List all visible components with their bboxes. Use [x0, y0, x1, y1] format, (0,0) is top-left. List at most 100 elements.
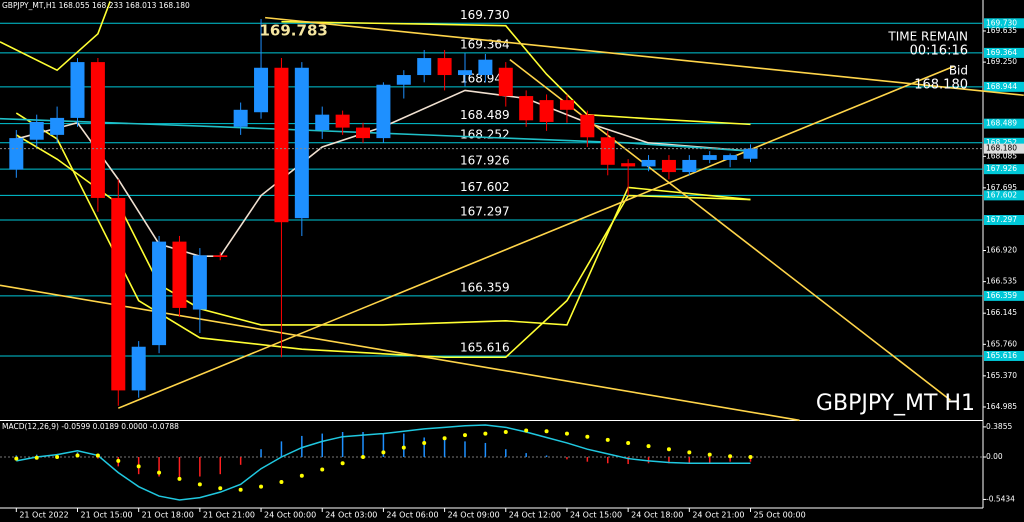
candle-body [661, 159, 676, 173]
signal-dot [75, 453, 80, 458]
signal-dot [666, 447, 671, 452]
level-label: 167.602 [460, 180, 510, 194]
signal-dot [34, 455, 39, 460]
macd-title: MACD(12,26,9) -0.0599 0.0189 0.0000 -0.0… [2, 422, 179, 431]
signal-dot [707, 452, 712, 457]
signal-dot [320, 467, 325, 472]
signal-dot [259, 484, 264, 489]
signal-dot [279, 479, 284, 484]
y-tick-label: 166.535 [986, 277, 1017, 286]
level-axis-label: 169.730 [986, 18, 1017, 27]
candle-body [641, 159, 656, 167]
time-remain: 00:16:16 [910, 44, 968, 59]
level-label: 165.616 [460, 340, 510, 354]
level-label: 167.297 [460, 205, 510, 219]
signal-dot [157, 470, 162, 475]
y-tick-label: -0.5434 [986, 494, 1015, 503]
chart-title: GBPJPY_MT,H1 168.055 168.233 168.013 168… [2, 1, 190, 10]
level-axis-box [984, 190, 1024, 201]
level-axis-label: 168.252 [986, 138, 1017, 147]
level-axis-label: 168.489 [986, 119, 1017, 128]
signal-dot [422, 440, 427, 445]
x-tick-label: 21 Oct 18:00 [142, 511, 194, 520]
indicator-line [265, 16, 1024, 97]
y-tick-label: 0.3855 [986, 422, 1012, 431]
level-axis-label: 167.926 [986, 164, 1017, 173]
indicator-line [15, 112, 751, 359]
y-tick-label: 167.695 [986, 183, 1017, 192]
y-tick-label: 164.985 [986, 402, 1017, 411]
indicator-line [0, 1, 111, 72]
signal-dot [646, 444, 651, 449]
candle-body [376, 84, 391, 139]
candle-body [233, 109, 248, 127]
level-label: 166.359 [460, 280, 510, 294]
candle-body [396, 75, 411, 85]
x-tick-label: 24 Oct 03:00 [325, 511, 377, 520]
time-remain-label: TIME REMAIN [887, 30, 968, 44]
candle-body [9, 138, 24, 170]
candle-body [70, 62, 85, 118]
signal-dot [626, 440, 631, 445]
indicator-line [16, 89, 751, 257]
signal-dot [14, 456, 19, 461]
signal-dot [238, 487, 243, 492]
signal-dot [605, 437, 610, 442]
candle-body [600, 137, 615, 165]
bid-axis-label: 168.180 [986, 144, 1017, 153]
x-tick-label: 24 Oct 18:00 [631, 511, 683, 520]
candle-body [498, 67, 513, 97]
signal-dot [218, 486, 223, 491]
level-label: 169.730 [460, 8, 510, 22]
bid-label: Bid [949, 64, 968, 78]
level-axis-box [984, 164, 1024, 175]
signal-dot [544, 429, 549, 434]
y-tick-label: 168.085 [986, 151, 1017, 160]
signal-dot [55, 455, 60, 460]
y-tick-label: 165.370 [986, 371, 1017, 380]
candle-body [213, 255, 228, 257]
signal-dot [585, 434, 590, 439]
candle-body [723, 155, 738, 160]
y-tick-label: 169.250 [986, 57, 1017, 66]
candle-body [29, 121, 44, 140]
x-tick-label: 21 Oct 2022 [19, 511, 68, 520]
x-tick-label: 24 Oct 12:00 [509, 511, 561, 520]
level-axis-box [984, 18, 1024, 29]
x-tick-label: 24 Oct 09:00 [448, 511, 500, 520]
level-axis-box [984, 118, 1024, 129]
indicator-line [0, 284, 800, 422]
level-axis-label: 169.364 [986, 48, 1017, 57]
signal-dot [401, 445, 406, 450]
candle-body [294, 67, 309, 219]
candle-body [702, 155, 717, 160]
y-tick-label: 0.00 [986, 452, 1003, 461]
candle-body [111, 197, 126, 391]
x-tick-label: 24 Oct 21:00 [692, 511, 744, 520]
watermark: GBPJPY_MT H1 [816, 391, 975, 416]
level-label: 168.944 [460, 71, 510, 85]
signal-dot [462, 433, 467, 438]
x-tick-label: 21 Oct 21:00 [203, 511, 255, 520]
candle-body [519, 96, 534, 121]
level-axis-box [984, 290, 1024, 301]
signal-dot [381, 450, 386, 455]
candle-body [90, 62, 105, 198]
candle-body [621, 163, 636, 167]
level-label: 167.926 [460, 154, 510, 168]
candle-body [254, 67, 269, 113]
x-tick-label: 21 Oct 15:00 [80, 511, 132, 520]
indicator-line [0, 117, 751, 152]
candle-body [457, 70, 472, 76]
bid-axis-box [984, 143, 1024, 154]
candle-body [417, 58, 432, 76]
level-axis-label: 168.944 [986, 82, 1017, 91]
signal-dot [728, 454, 733, 459]
signal-dot [687, 450, 692, 455]
x-tick-label: 24 Oct 06:00 [386, 511, 438, 520]
level-axis-label: 165.616 [986, 351, 1017, 360]
level-axis-label: 167.297 [986, 215, 1017, 224]
candle-body [131, 346, 146, 391]
signal-dot [564, 431, 569, 436]
